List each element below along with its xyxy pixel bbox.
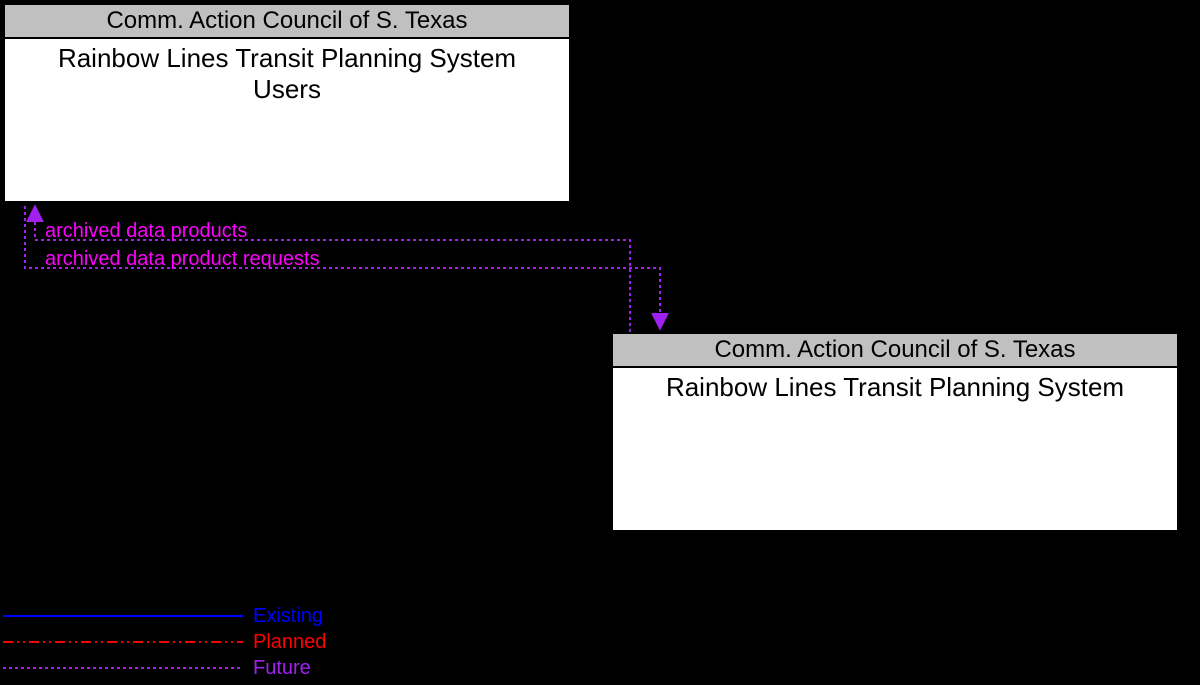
legend-label-existing: Existing xyxy=(253,605,323,628)
node-system-header: Comm. Action Council of S. Texas xyxy=(613,334,1177,368)
node-users-header: Comm. Action Council of S. Texas xyxy=(5,5,569,39)
node-users: Comm. Action Council of S. Texas Rainbow… xyxy=(3,3,571,203)
legend-row-planned: Planned xyxy=(3,629,326,655)
legend-row-existing: Existing xyxy=(3,603,326,629)
legend-row-future: Future xyxy=(3,655,326,681)
legend-label-future: Future xyxy=(253,657,311,680)
node-system: Comm. Action Council of S. Texas Rainbow… xyxy=(611,332,1179,532)
flow-label-archived-data-products: archived data products xyxy=(45,220,247,243)
legend-line-planned xyxy=(3,629,243,655)
node-users-body: Rainbow Lines Transit Planning System Us… xyxy=(5,39,569,109)
node-system-body: Rainbow Lines Transit Planning System xyxy=(613,368,1177,407)
flow-label-archived-data-product-requests: archived data product requests xyxy=(45,248,320,271)
legend-label-planned: Planned xyxy=(253,631,326,654)
legend: Existing Planned Future xyxy=(3,603,326,681)
legend-line-existing xyxy=(3,603,243,629)
legend-line-future xyxy=(3,655,243,681)
